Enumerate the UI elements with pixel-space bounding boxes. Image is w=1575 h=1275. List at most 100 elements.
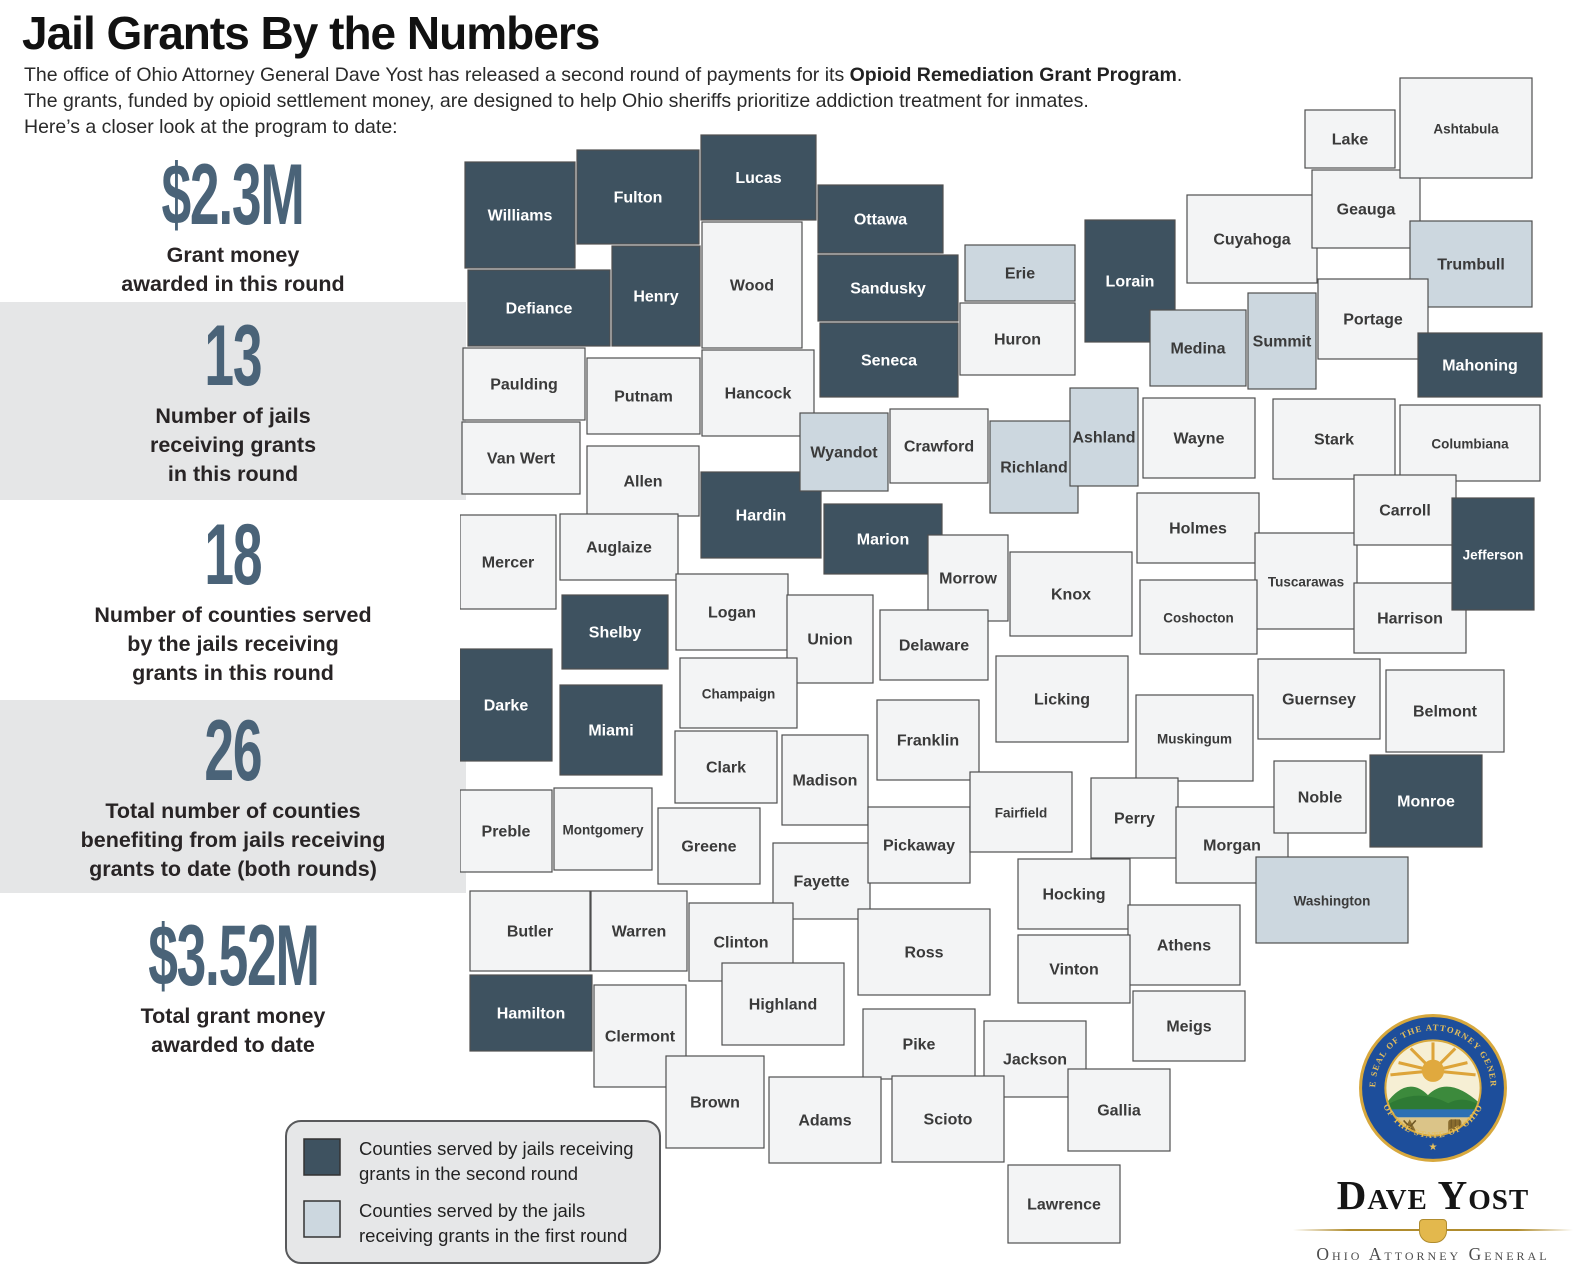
county-darke: Darke	[460, 648, 553, 762]
county-brown: Brown	[665, 1055, 765, 1149]
county-holmes: Holmes	[1136, 492, 1260, 564]
svg-text:Van Wert: Van Wert	[487, 451, 556, 468]
svg-text:Shelby: Shelby	[589, 625, 642, 642]
svg-text:Fayette: Fayette	[793, 874, 849, 891]
svg-text:Geauga: Geauga	[1337, 202, 1396, 219]
county-marion: Marion	[823, 503, 943, 575]
county-mahoning: Mahoning	[1417, 332, 1543, 398]
county-washington: Washington	[1255, 856, 1409, 944]
county-cuyahoga: Cuyahoga	[1186, 194, 1318, 284]
county-coshocton: Coshocton	[1139, 579, 1258, 655]
stat-counties-total: 26 Total number of counties benefiting f…	[0, 700, 466, 893]
intro-line-3: Here’s a closer look at the program to d…	[24, 116, 398, 138]
county-butler: Butler	[469, 890, 591, 972]
county-shelby: Shelby	[561, 594, 669, 670]
svg-text:Seneca: Seneca	[861, 353, 917, 370]
page-title: Jail Grants By the Numbers	[22, 7, 600, 59]
stat-value: 18	[204, 506, 263, 603]
county-logan: Logan	[675, 573, 789, 651]
svg-text:Coshocton: Coshocton	[1163, 611, 1234, 626]
county-trumbull: Trumbull	[1409, 220, 1533, 308]
gold-shield-icon	[1419, 1219, 1447, 1243]
svg-text:Belmont: Belmont	[1413, 704, 1478, 721]
svg-text:Ashtabula: Ashtabula	[1433, 122, 1499, 137]
svg-text:Delaware: Delaware	[899, 638, 969, 655]
intro-line1-period: .	[1176, 64, 1183, 86]
county-fairfield: Fairfield	[969, 771, 1073, 853]
svg-text:Tuscarawas: Tuscarawas	[1268, 575, 1344, 590]
county-lawrence: Lawrence	[1007, 1164, 1121, 1244]
county-lake: Lake	[1304, 109, 1396, 169]
county-gallia: Gallia	[1067, 1068, 1171, 1152]
county-monroe: Monroe	[1369, 754, 1483, 848]
svg-text:Wyandot: Wyandot	[810, 445, 878, 462]
svg-text:Butler: Butler	[507, 924, 553, 941]
county-madison: Madison	[781, 734, 869, 826]
svg-text:Madison: Madison	[793, 773, 858, 790]
county-morrow: Morrow	[927, 534, 1009, 622]
county-highland: Highland	[721, 962, 845, 1046]
county-mercer: Mercer	[460, 514, 557, 610]
svg-text:Franklin: Franklin	[897, 733, 959, 750]
county-portage: Portage	[1317, 278, 1429, 360]
county-adams: Adams	[768, 1076, 882, 1164]
svg-text:Henry: Henry	[633, 289, 678, 306]
svg-text:Jackson: Jackson	[1003, 1052, 1067, 1069]
svg-text:Clermont: Clermont	[605, 1029, 676, 1046]
county-summit: Summit	[1247, 292, 1317, 390]
county-van-wert: Van Wert	[461, 421, 581, 495]
svg-text:Cuyahoga: Cuyahoga	[1213, 232, 1290, 249]
svg-text:Lorain: Lorain	[1106, 274, 1155, 291]
svg-text:Monroe: Monroe	[1397, 794, 1455, 811]
county-medina: Medina	[1149, 309, 1247, 387]
county-allen: Allen	[586, 445, 700, 517]
county-athens: Athens	[1127, 904, 1241, 986]
svg-text:Stark: Stark	[1314, 432, 1354, 449]
svg-text:Trumbull: Trumbull	[1437, 257, 1505, 274]
svg-text:Holmes: Holmes	[1169, 521, 1227, 538]
county-crawford: Crawford	[889, 408, 989, 484]
county-hocking: Hocking	[1017, 858, 1131, 930]
svg-text:Lucas: Lucas	[735, 170, 781, 187]
stat-value: $3.52M	[147, 907, 320, 1004]
svg-text:Vinton: Vinton	[1049, 962, 1098, 979]
svg-text:Meigs: Meigs	[1166, 1019, 1211, 1036]
stat-desc: Number of jails receiving grants in this…	[149, 403, 317, 486]
intro-line-1: The office of Ohio Attorney General Dave…	[24, 62, 1344, 88]
svg-text:Washington: Washington	[1294, 894, 1371, 909]
legend-label-first: Counties served by the jails receiving g…	[359, 1200, 628, 1246]
county-huron: Huron	[959, 302, 1076, 376]
svg-text:Ottawa: Ottawa	[854, 212, 907, 229]
county-clark: Clark	[674, 730, 778, 804]
svg-text:Richland: Richland	[1000, 460, 1068, 477]
ag-name: Dave Yost	[1336, 1172, 1530, 1218]
county-harrison: Harrison	[1353, 582, 1467, 654]
stat-desc: Grant money awarded in this round	[121, 243, 345, 296]
county-paulding: Paulding	[462, 347, 586, 421]
county-hamilton: Hamilton	[469, 974, 593, 1052]
intro-line1-bold: Opioid Remediation Grant Program	[849, 64, 1177, 86]
svg-text:Putnam: Putnam	[614, 389, 673, 406]
svg-text:Hocking: Hocking	[1042, 887, 1105, 904]
map-legend: Counties served by jails receiving grant…	[285, 1120, 661, 1264]
county-delaware: Delaware	[879, 609, 989, 681]
svg-text:Adams: Adams	[798, 1113, 851, 1130]
svg-text:Allen: Allen	[623, 474, 662, 491]
svg-text:Jefferson: Jefferson	[1463, 548, 1524, 563]
county-miami: Miami	[559, 684, 663, 776]
svg-text:Carroll: Carroll	[1379, 503, 1431, 520]
county-pike: Pike	[862, 1008, 976, 1080]
county-meigs: Meigs	[1132, 990, 1246, 1062]
svg-text:Guernsey: Guernsey	[1282, 692, 1356, 709]
svg-text:Miami: Miami	[588, 723, 633, 740]
svg-text:Hancock: Hancock	[725, 386, 792, 403]
stat-jails-count: 13 Number of jails receiving grants in t…	[0, 302, 466, 500]
county-ross: Ross	[857, 908, 991, 996]
svg-text:Clinton: Clinton	[713, 935, 768, 952]
svg-text:Auglaize: Auglaize	[586, 540, 652, 557]
second-round-swatch-icon	[303, 1138, 341, 1176]
first-round-swatch-icon	[303, 1200, 341, 1238]
county-lorain: Lorain	[1084, 219, 1176, 343]
county-lucas: Lucas	[700, 134, 817, 221]
svg-text:Highland: Highland	[749, 997, 817, 1014]
